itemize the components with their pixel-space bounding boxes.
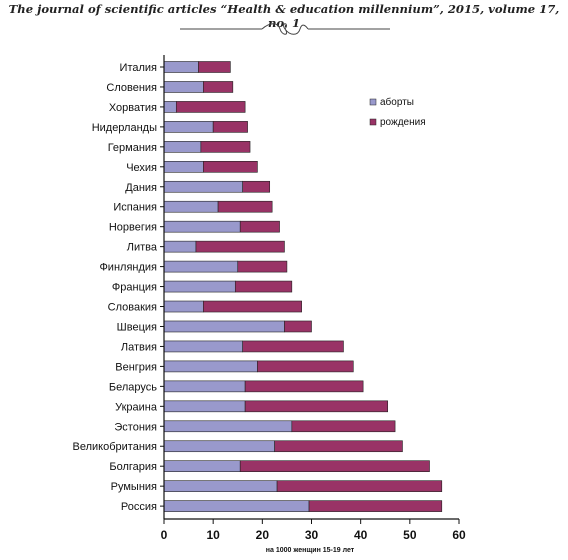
bar-abortions bbox=[163, 220, 241, 233]
category-label: Россия bbox=[121, 501, 157, 513]
bar-births bbox=[242, 180, 271, 193]
bar-abortions bbox=[163, 340, 243, 353]
category-label: Венгрия bbox=[115, 361, 157, 373]
category-label: Испания bbox=[113, 202, 157, 214]
bar-abortions bbox=[163, 460, 241, 473]
bar-abortions bbox=[163, 101, 177, 113]
bar-births bbox=[291, 420, 396, 433]
x-axis: 0 10 20 30 40 50 60 bbox=[160, 55, 466, 542]
bar-births bbox=[203, 300, 302, 313]
bar-abortions bbox=[163, 280, 236, 293]
category-label: Дания bbox=[125, 182, 157, 194]
bar-births bbox=[274, 440, 403, 453]
bar-abortions bbox=[163, 320, 285, 333]
category-label: Латвия bbox=[121, 341, 157, 353]
category-label: Италия bbox=[120, 62, 158, 74]
category-label: Словакия bbox=[108, 302, 157, 314]
bar-births bbox=[200, 141, 251, 153]
bars-group bbox=[163, 61, 443, 512]
category-label: Нидерланды bbox=[92, 122, 157, 134]
category-label: Эстония bbox=[114, 421, 157, 433]
x-tick-label: 0 bbox=[161, 528, 168, 542]
legend-label-abortions: аборты bbox=[380, 96, 414, 108]
category-label: Румыния bbox=[111, 481, 157, 493]
category-label: Хорватия bbox=[109, 102, 157, 114]
bar-births bbox=[234, 280, 293, 293]
bar-abortions bbox=[163, 380, 246, 393]
x-tick-label: 10 bbox=[206, 528, 220, 542]
category-label: Франция bbox=[112, 282, 157, 294]
bar-births bbox=[212, 121, 248, 133]
bar-abortions bbox=[163, 121, 214, 133]
bar-births bbox=[195, 240, 285, 253]
category-label: Литва bbox=[127, 242, 158, 254]
bar-births bbox=[175, 101, 246, 113]
category-label: Беларусь bbox=[109, 381, 157, 393]
bar-abortions bbox=[163, 200, 219, 213]
x-tick-label: 40 bbox=[354, 528, 368, 542]
legend-swatch-abortions bbox=[369, 98, 377, 106]
bar-births bbox=[276, 480, 443, 492]
journal-header: The journal of scientific articles “Heal… bbox=[8, 2, 560, 30]
bar-births bbox=[284, 320, 312, 333]
x-tick-label: 20 bbox=[256, 528, 270, 542]
x-tick-label: 30 bbox=[305, 528, 319, 542]
bar-abortions bbox=[163, 500, 310, 512]
bar-abortions bbox=[163, 300, 204, 313]
bar-births bbox=[257, 360, 354, 373]
bar-abortions bbox=[163, 61, 199, 73]
bar-births bbox=[239, 460, 430, 473]
category-label: Германия bbox=[108, 142, 157, 154]
bar-births bbox=[242, 340, 344, 353]
legend-swatch-births bbox=[369, 118, 377, 126]
legend: аборты рождения bbox=[369, 96, 426, 128]
bar-births bbox=[237, 260, 288, 273]
bar-births bbox=[198, 61, 231, 73]
category-label: Болгария bbox=[109, 461, 157, 473]
bar-births bbox=[203, 81, 234, 93]
bar-births bbox=[244, 380, 364, 393]
category-label: Украина bbox=[115, 401, 158, 413]
x-axis-label: на 1000 женщин 15-19 лет bbox=[266, 547, 355, 554]
category-label: Норвегия bbox=[109, 222, 157, 234]
category-label: Швеция bbox=[117, 321, 157, 333]
bar-births bbox=[244, 400, 389, 413]
x-tick-label: 50 bbox=[403, 528, 417, 542]
bar-abortions bbox=[163, 360, 258, 373]
legend-label-births: рождения bbox=[380, 117, 426, 128]
bar-abortions bbox=[163, 440, 275, 453]
bar-births bbox=[308, 500, 443, 512]
bar-abortions bbox=[163, 400, 246, 413]
bar-abortions bbox=[163, 420, 293, 433]
category-labels: Италия Словения Хорватия Нидерланды Германия… bbox=[73, 62, 158, 513]
bar-abortions bbox=[163, 480, 278, 492]
bar-abortions bbox=[163, 161, 204, 173]
bar-births bbox=[203, 161, 258, 173]
bar-births bbox=[217, 200, 273, 213]
bar-abortions bbox=[163, 81, 204, 93]
category-label: Чехия bbox=[126, 162, 157, 174]
category-label: Великобритания bbox=[73, 441, 158, 453]
header-ornament bbox=[180, 23, 390, 35]
bar-abortions bbox=[163, 240, 197, 253]
category-label: Финляндия bbox=[99, 262, 157, 274]
bar-abortions bbox=[163, 260, 239, 273]
bar-abortions bbox=[163, 180, 243, 193]
x-tick-label: 60 bbox=[452, 528, 466, 542]
category-label: Словения bbox=[106, 82, 157, 94]
bar-abortions bbox=[163, 141, 202, 153]
bar-births bbox=[239, 220, 280, 233]
